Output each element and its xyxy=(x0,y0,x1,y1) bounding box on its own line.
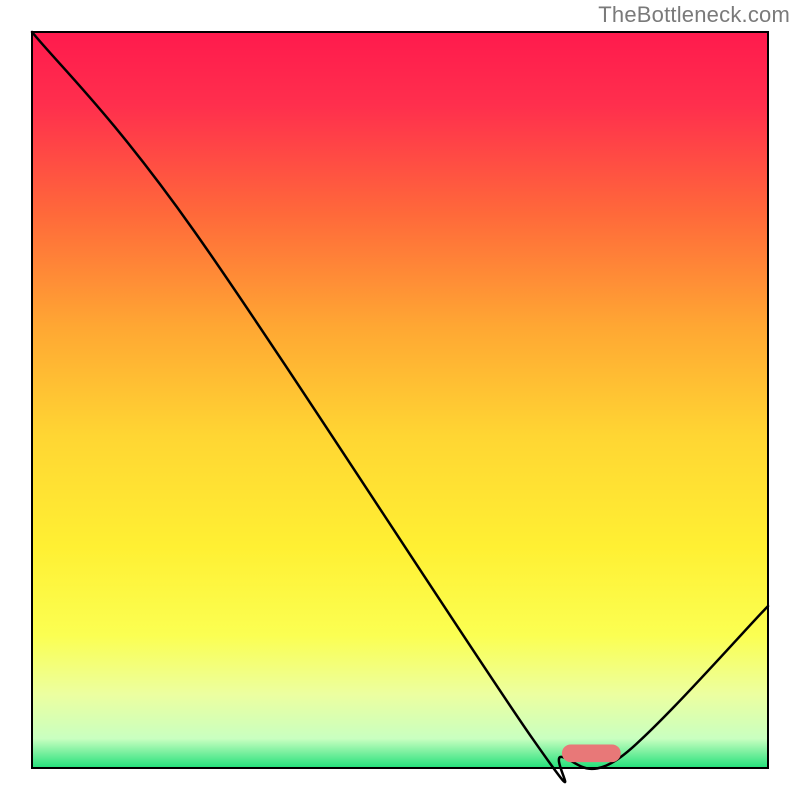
bottleneck-chart xyxy=(0,0,800,800)
optimal-range-marker xyxy=(562,744,621,762)
watermark-text: TheBottleneck.com xyxy=(598,2,790,28)
chart-container: TheBottleneck.com xyxy=(0,0,800,800)
plot-background xyxy=(32,32,768,768)
